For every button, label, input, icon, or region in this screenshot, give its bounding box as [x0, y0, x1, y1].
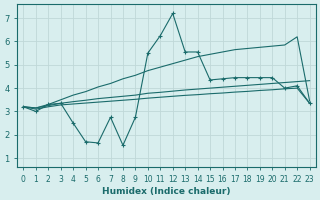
X-axis label: Humidex (Indice chaleur): Humidex (Indice chaleur) [102, 187, 231, 196]
